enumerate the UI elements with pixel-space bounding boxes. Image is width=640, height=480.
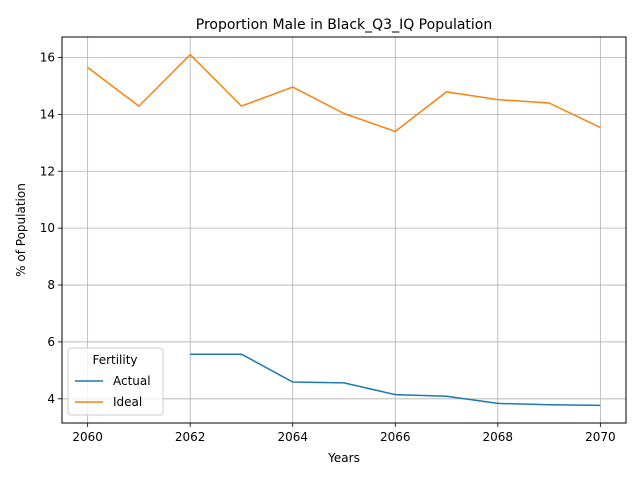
x-tick-label: 2070	[585, 430, 616, 444]
x-tick-label: 2060	[72, 430, 103, 444]
plot-area-frame	[61, 36, 627, 424]
y-tick-label: 10	[40, 221, 55, 235]
legend-title: Fertility	[92, 353, 137, 367]
x-tick-label: 2066	[380, 430, 411, 444]
legend-label-actual: Actual	[113, 374, 151, 388]
y-tick-label: 8	[47, 278, 55, 292]
x-axis: 2060 2062 2064 2066 2068 2070	[72, 423, 616, 444]
y-axis: 4 6 8 10 12 14 16	[40, 50, 62, 406]
y-tick-label: 14	[40, 107, 55, 121]
y-tick-label: 16	[40, 50, 55, 64]
y-tick-label: 4	[47, 392, 55, 406]
x-tick-label: 2064	[277, 430, 308, 444]
x-axis-label: Years	[327, 451, 360, 465]
chart-title: Proportion Male in Black_Q3_IQ Populatio…	[196, 17, 492, 33]
legend-box	[67, 347, 164, 416]
series-lines	[87, 53, 601, 407]
x-tick-label: 2062	[175, 430, 206, 444]
grid-lines	[62, 37, 626, 423]
y-tick-label: 12	[40, 164, 55, 178]
legend: Fertility Actual Ideal	[67, 347, 164, 416]
y-tick-label: 6	[47, 335, 55, 349]
y-axis-label: % of Population	[14, 183, 28, 277]
legend-items: Actual Ideal	[75, 374, 151, 409]
legend-label-ideal: Ideal	[113, 395, 142, 409]
series-line-actual	[190, 353, 601, 407]
x-tick-label: 2068	[483, 430, 514, 444]
series-line-ideal	[87, 53, 601, 133]
